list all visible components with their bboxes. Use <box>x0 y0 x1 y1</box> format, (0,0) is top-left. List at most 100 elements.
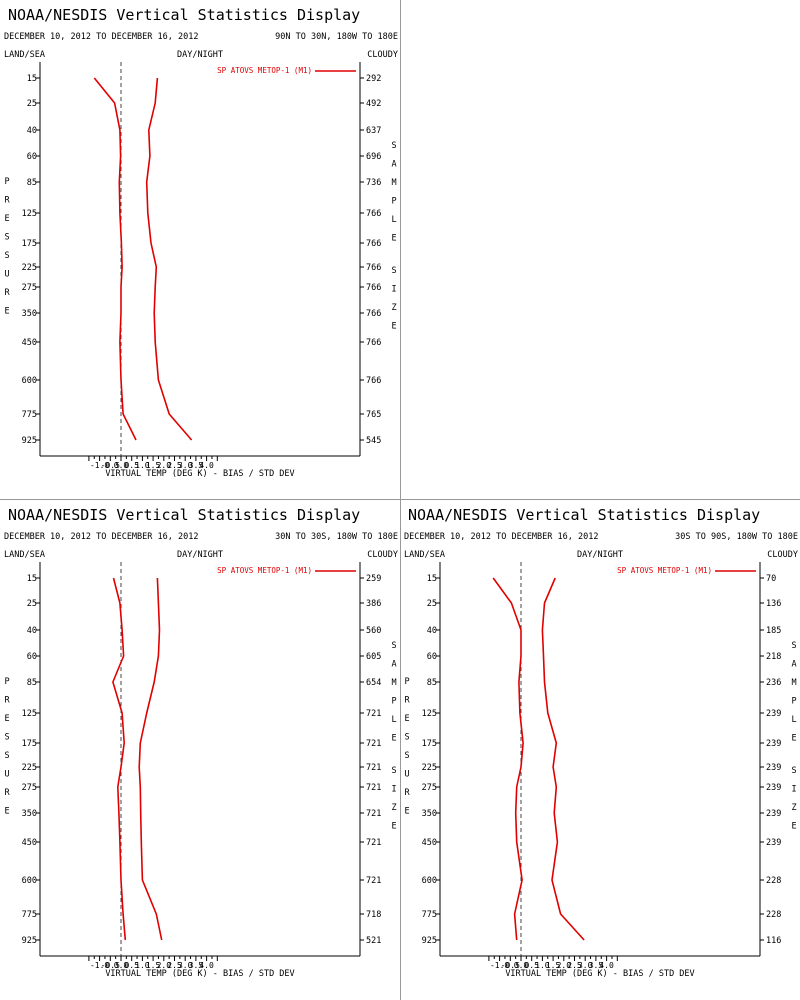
sample-size-label: 386 <box>366 599 381 609</box>
x-tick-label: 0.5 <box>124 461 139 470</box>
x-tick-label: 0.5 <box>124 961 139 970</box>
y2-axis-label-letter: E <box>391 234 396 244</box>
pressure-level-label: 15 <box>27 574 37 584</box>
legend-label: SP ATOVS METOP-1 (M1) <box>217 566 312 575</box>
pressure-level-label: 25 <box>427 599 437 609</box>
pressure-level-label: 40 <box>27 626 37 636</box>
x-tick-label: 3.5 <box>589 961 604 970</box>
sample-size-label: 492 <box>366 99 381 109</box>
y-axis-label-letter: S <box>404 733 409 743</box>
pressure-level-label: 600 <box>422 876 437 886</box>
y-axis-label-letter: R <box>4 788 10 798</box>
y2-axis-label-letter: E <box>391 822 396 832</box>
y-axis-label-letter: E <box>404 807 409 817</box>
pressure-level-label: 175 <box>22 739 37 749</box>
x-tick-label: 2.0 <box>557 961 572 970</box>
x-tick-label: 2.5 <box>567 961 582 970</box>
sample-size-label: 236 <box>766 678 781 688</box>
sample-size-label: 637 <box>366 126 381 136</box>
sample-size-label: 766 <box>366 283 381 293</box>
x-tick-label: 3.0 <box>178 961 193 970</box>
x-tick-label: 1.5 <box>546 961 561 970</box>
land-sea-header: LAND/SEA <box>404 550 445 560</box>
x-tick-label: -1.0 <box>490 961 509 970</box>
x-tick-label: -0.5 <box>501 961 520 970</box>
x-tick-label: 0.5 <box>524 961 539 970</box>
x-tick-label: 1.0 <box>535 961 550 970</box>
y-axis-label-letter: E <box>4 714 9 724</box>
sample-size-label: 766 <box>366 338 381 348</box>
pressure-level-label: 60 <box>27 652 37 662</box>
y-axis-label-letter: U <box>4 270 9 280</box>
sample-size-label: 721 <box>366 739 381 749</box>
day-night-header: DAY/NIGHT <box>177 550 223 560</box>
x-tick-label: 1.5 <box>146 961 161 970</box>
sample-size-label: 239 <box>766 838 781 848</box>
sample-size-label: 70 <box>766 574 776 584</box>
pressure-level-label: 225 <box>422 763 437 773</box>
sample-size-label: 521 <box>366 936 381 946</box>
x-tick-label: 3.0 <box>178 461 193 470</box>
y2-axis-label-letter: S <box>391 266 396 276</box>
y2-axis-label-letter: S <box>391 141 396 151</box>
y2-axis-label-letter: S <box>391 641 396 651</box>
x-tick-label: -0.5 <box>101 461 120 470</box>
pressure-level-label: 85 <box>427 678 437 688</box>
pressure-level-label: 85 <box>27 678 37 688</box>
x-tick-label: 3.0 <box>578 961 593 970</box>
y-axis-label-letter: E <box>404 714 409 724</box>
pressure-level-label: 350 <box>22 809 37 819</box>
sample-size-label: 239 <box>766 763 781 773</box>
cloudy-header: CLOUDY <box>367 50 398 60</box>
cloudy-header: CLOUDY <box>367 550 398 560</box>
pressure-level-label: 225 <box>22 263 37 273</box>
pressure-level-label: 25 <box>27 99 37 109</box>
pressure-level-label: 60 <box>427 652 437 662</box>
sample-size-label: 766 <box>366 309 381 319</box>
y2-axis-label-letter: Z <box>391 303 396 313</box>
pressure-level-label: 275 <box>22 783 37 793</box>
chart-title: NOAA/NESDIS Vertical Statistics Display <box>8 506 360 524</box>
x-tick-label: 1.0 <box>135 461 150 470</box>
bias-line <box>492 577 524 941</box>
pressure-level-label: 275 <box>22 283 37 293</box>
sample-size-label: 736 <box>366 178 381 188</box>
sample-size-label: 654 <box>366 678 381 688</box>
pressure-level-label: 125 <box>22 709 37 719</box>
x-tick-label: 2.0 <box>157 961 172 970</box>
x-tick-label: 4.0 <box>199 461 214 470</box>
pressure-level-label: 450 <box>422 838 437 848</box>
pressure-level-label: 85 <box>27 178 37 188</box>
x-tick-label: 4.0 <box>199 961 214 970</box>
x-tick-label: 0.0 <box>114 461 129 470</box>
std-dev-line <box>138 577 163 941</box>
region-label: 30S TO 90S, 180W TO 180E <box>675 532 798 542</box>
sample-size-label: 259 <box>366 574 381 584</box>
x-tick-label: 3.5 <box>189 461 204 470</box>
sample-size-label: 721 <box>366 809 381 819</box>
day-night-header: DAY/NIGHT <box>577 550 623 560</box>
x-tick-label: -1.0 <box>90 961 109 970</box>
y-axis-label-letter: R <box>4 288 10 298</box>
pressure-level-label: 600 <box>22 876 37 886</box>
pressure-level-label: 775 <box>422 910 437 920</box>
x-tick-label: -1.0 <box>90 461 109 470</box>
bias-line <box>93 77 137 441</box>
x-tick-label: 2.0 <box>157 461 172 470</box>
x-axis-label: VIRTUAL TEMP (DEG K) - BIAS / STD DEV <box>105 469 294 479</box>
sample-size-label: 721 <box>366 709 381 719</box>
pressure-level-label: 25 <box>27 599 37 609</box>
y2-axis-label-letter: A <box>391 660 396 670</box>
sample-size-label: 766 <box>366 239 381 249</box>
y2-axis-label-letter: S <box>391 766 396 776</box>
bias-line <box>112 577 127 941</box>
y-axis-label-letter: R <box>404 788 410 798</box>
y-axis-label-letter: R <box>4 696 10 706</box>
sample-size-label: 239 <box>766 809 781 819</box>
chart-panel-2: NOAA/NESDIS Vertical Statistics Display D… <box>4 506 398 979</box>
y2-axis-label-letter: E <box>791 822 796 832</box>
y-axis-label-letter: R <box>4 196 10 206</box>
x-tick-label: 2.5 <box>167 961 182 970</box>
y2-axis-label-letter: I <box>391 285 396 295</box>
y2-axis-label-letter: M <box>391 678 396 688</box>
